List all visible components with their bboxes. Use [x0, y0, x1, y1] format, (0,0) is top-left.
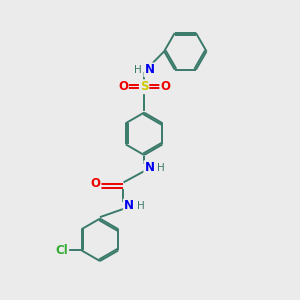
Text: H: H	[157, 163, 165, 173]
Text: N: N	[124, 200, 134, 212]
Text: O: O	[160, 80, 170, 93]
Text: H: H	[137, 201, 145, 211]
Text: N: N	[144, 63, 154, 76]
Text: Cl: Cl	[56, 244, 68, 257]
Text: O: O	[118, 80, 128, 93]
Text: H: H	[134, 65, 142, 75]
Text: O: O	[91, 177, 100, 190]
Text: S: S	[140, 80, 148, 93]
Text: N: N	[144, 161, 154, 174]
